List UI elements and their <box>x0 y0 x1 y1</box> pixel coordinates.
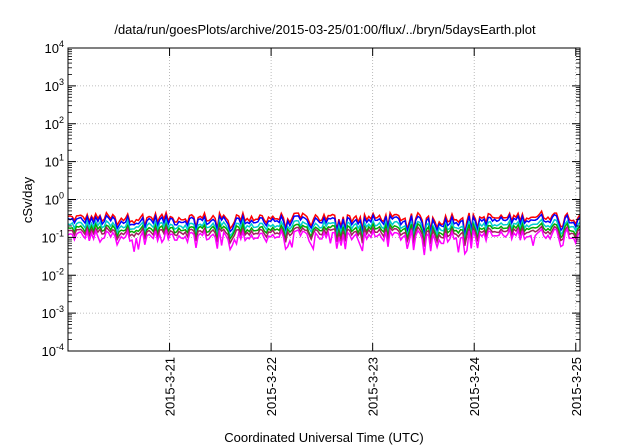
x-tick-label: 2015-3-23 <box>366 357 381 416</box>
y-tick-exponent: 3 <box>59 77 64 87</box>
y-tick-base: 10 <box>45 41 59 56</box>
series-line <box>67 226 581 256</box>
x-tick-label: 2015-3-22 <box>264 357 279 416</box>
series-line <box>67 209 581 234</box>
y-tick-exponent: -4 <box>56 342 64 352</box>
y-tick-label: 10-4 <box>42 342 64 359</box>
y-tick-label: 104 <box>45 39 64 56</box>
series-line <box>67 224 581 247</box>
y-tick-base: 10 <box>42 230 56 245</box>
y-tick-exponent: 0 <box>59 191 64 201</box>
y-tick-label: 10-2 <box>42 266 64 283</box>
y-tick-exponent: -2 <box>56 266 64 276</box>
y-tick-base: 10 <box>42 306 56 321</box>
x-tick-label: 2015-3-21 <box>163 357 178 416</box>
y-tick-base: 10 <box>42 268 56 283</box>
x-axis-label: Coordinated Universal Time (UTC) <box>224 430 423 445</box>
x-tick-label: 2015-3-24 <box>467 357 482 416</box>
x-tick-label: 2015-3-25 <box>569 357 584 416</box>
y-tick-exponent: 1 <box>59 153 64 163</box>
y-tick-exponent: -3 <box>56 304 64 314</box>
series-group <box>67 209 581 256</box>
y-tick-exponent: 4 <box>59 39 64 49</box>
y-tick-label: 10-1 <box>42 228 64 245</box>
y-tick-base: 10 <box>45 117 59 132</box>
grid <box>68 48 580 351</box>
y-tick-base: 10 <box>42 344 56 359</box>
series-line <box>67 221 581 244</box>
series-line <box>67 217 581 240</box>
y-tick-label: 102 <box>45 115 64 132</box>
y-tick-exponent: 2 <box>59 115 64 125</box>
y-tick-base: 10 <box>45 155 59 170</box>
y-tick-label: 100 <box>45 191 64 208</box>
series-line <box>67 213 581 237</box>
y-tick-exponent: -1 <box>56 228 64 238</box>
y-tick-base: 10 <box>45 79 59 94</box>
y-axis-label: cSv/day <box>20 176 35 223</box>
y-tick-label: 103 <box>45 77 64 94</box>
y-tick-label: 101 <box>45 153 64 170</box>
x-axis: 2015-3-21 2015-3-22 2015-3-23 2015-3-24 2015… <box>163 48 584 416</box>
y-tick-label: 10-3 <box>42 304 64 321</box>
chart-title: /data/run/goesPlots/archive/2015-03-25/0… <box>114 22 536 37</box>
y-tick-base: 10 <box>45 193 59 208</box>
